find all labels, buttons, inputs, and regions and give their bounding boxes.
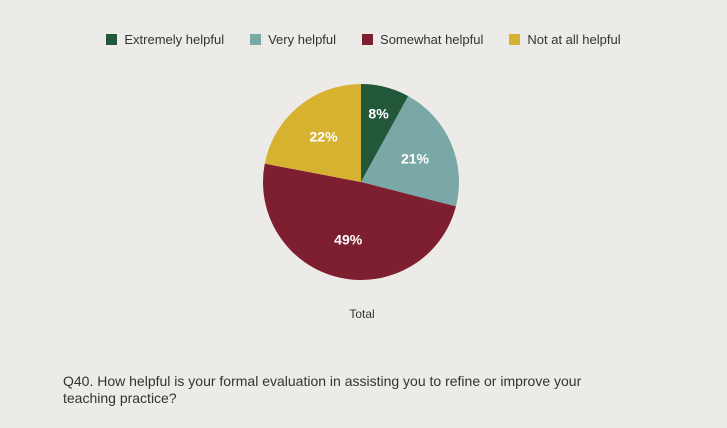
slice-label-somewhat-helpful: 49% [334,231,363,247]
slice-label-not-at-all-helpful: 22% [310,129,339,145]
legend-label-extremely-helpful: Extremely helpful [124,32,225,47]
question-text: Q40. How helpful is your formal evaluati… [63,373,582,406]
legend-label-not-at-all-helpful: Not at all helpful [527,32,621,47]
legend-swatch-extremely-helpful [106,34,118,45]
legend-swatch-very-helpful [250,34,262,45]
legend-item-somewhat-helpful: Somewhat helpful [362,32,483,47]
legend-swatch-somewhat-helpful [362,34,374,45]
pie-slice-somewhat-helpful [262,163,456,281]
slice-label-extremely-helpful: 8% [368,106,389,122]
pie-slice-very-helpful [361,96,459,207]
pie-slice-extremely-helpful [361,84,409,182]
legend-label-very-helpful: Very helpful [268,32,337,47]
legend-item-very-helpful: Very helpful [250,32,336,47]
chart-caption: Total [349,307,375,321]
legend-item-not-at-all-helpful: Not at all helpful [509,32,621,47]
legend-item-extremely-helpful: Extremely helpful [106,32,224,47]
chart-legend: Extremely helpful Very helpful Somewhat … [0,32,727,47]
legend-label-somewhat-helpful: Somewhat helpful [380,32,484,47]
legend-swatch-not-at-all-helpful [509,34,521,45]
pie-slice-not-at-all-helpful [264,84,361,182]
slice-label-very-helpful: 21% [401,151,430,167]
